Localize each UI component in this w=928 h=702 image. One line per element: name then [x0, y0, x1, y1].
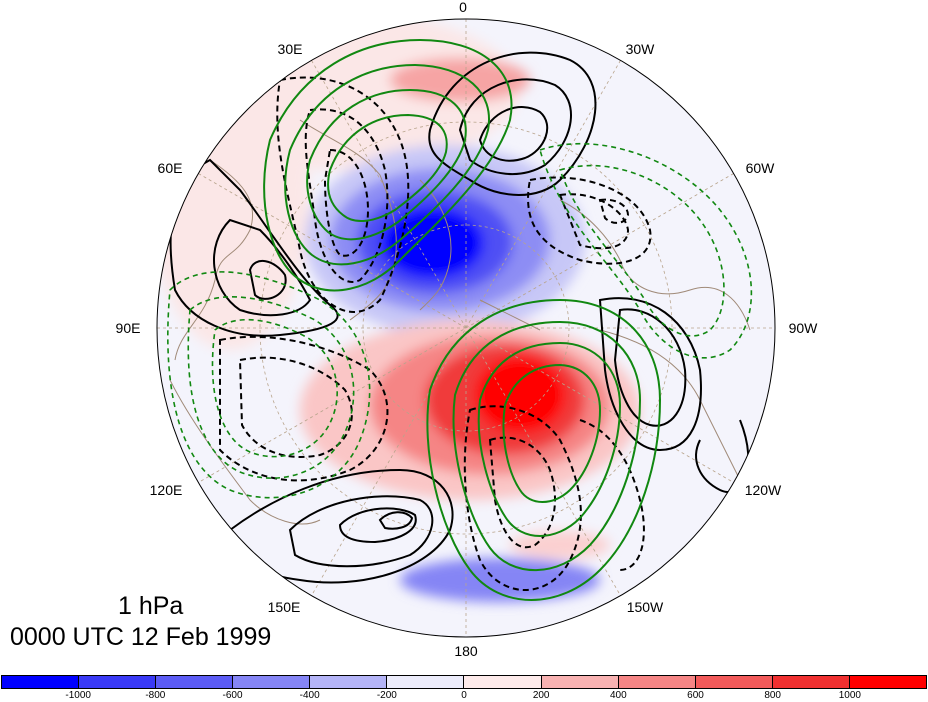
colorbar-swatch — [233, 676, 311, 688]
graticule — [157, 19, 775, 637]
colorbar-swatch — [541, 676, 619, 688]
colorbar — [1, 675, 927, 689]
colorbar-tick-label: -400 — [299, 690, 320, 701]
colorbar-tick-label: -800 — [145, 690, 166, 701]
colorbar-swatch — [618, 676, 696, 688]
green-contours — [263, 38, 662, 601]
lon-label-0: 0 — [459, 0, 467, 15]
colorbar-labels: -1000 -800 -600 -400 -200 0 200 400 600 800 1000 — [0, 690, 928, 702]
red-high-4 — [475, 357, 565, 433]
longitude-labels: 0 30W 60W 90W 120W 150W 180 150E 120E 90… — [116, 0, 819, 659]
lon-label-90w: 90W — [789, 320, 819, 336]
colorbar-tick-label: 400 — [609, 690, 627, 701]
lon-label-60e: 60E — [158, 160, 183, 176]
colorbar-swatch — [310, 676, 388, 688]
map-disk — [157, 19, 775, 637]
lon-label-90e: 90E — [116, 320, 141, 336]
colorbar-tick-label: 800 — [764, 690, 781, 701]
colorbar-swatch — [464, 676, 542, 688]
lon-label-30e: 30E — [278, 41, 303, 57]
lon-label-120e: 120E — [150, 482, 183, 498]
colorbar-swatch — [156, 676, 234, 688]
colorbar-tick-label: 200 — [532, 690, 550, 701]
colorbar-swatch — [849, 676, 926, 688]
lon-label-150w: 150W — [627, 599, 664, 615]
green-dashed-contours — [167, 142, 753, 499]
colorbar-tick-label: 0 — [461, 690, 467, 701]
map-border — [156, 18, 776, 638]
lon-label-150e: 150E — [268, 599, 301, 615]
colorbar-tick-label: -1000 — [65, 690, 91, 701]
colorbar-swatch — [387, 676, 465, 688]
black-dashed-contours — [219, 76, 652, 591]
time-title: 0000 UTC 12 Feb 1999 — [10, 623, 272, 651]
lon-label-60w: 60W — [746, 160, 776, 176]
lon-label-120w: 120W — [745, 482, 782, 498]
lon-label-180: 180 — [454, 643, 478, 659]
colorbar-swatch — [2, 676, 80, 688]
colorbar-swatch — [79, 676, 157, 688]
colorbar-tick-label: -200 — [376, 690, 397, 701]
colorbar-tick-label: 600 — [687, 690, 704, 701]
polar-map: 0 30W 60W 90W 120W 150W 180 150E 120E 90… — [116, 0, 819, 659]
blue-low-bottom — [400, 558, 600, 602]
colorbar-tick-label: -600 — [222, 690, 243, 701]
pink-bottom — [510, 531, 610, 559]
lon-label-30w: 30W — [626, 41, 656, 57]
colorbar-tick-label: 1000 — [838, 690, 861, 701]
level-title: 1 hPa — [118, 592, 184, 620]
colorbar-swatch — [772, 676, 850, 688]
black-contours — [169, 51, 750, 584]
colorbar-swatch — [695, 676, 773, 688]
